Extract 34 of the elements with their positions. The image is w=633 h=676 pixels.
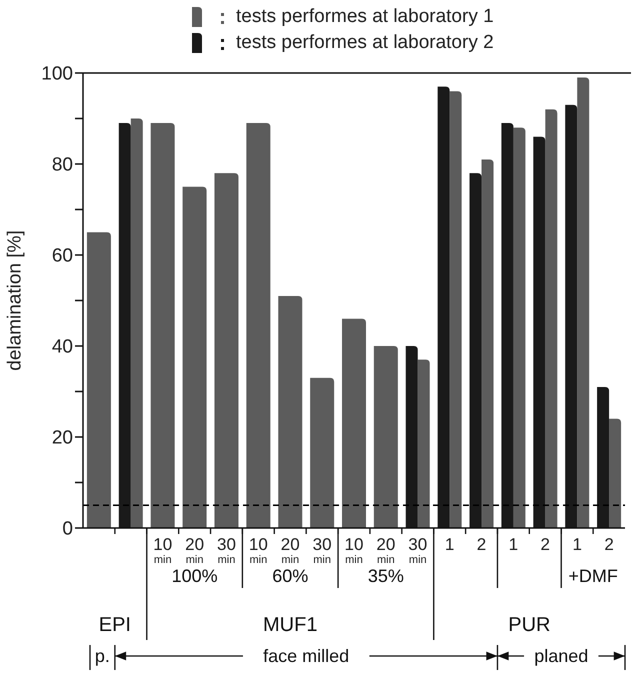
text: face milled [263,646,350,666]
x-tick-label: 30 min [408,535,428,566]
x-tick-label: 1 [572,535,582,554]
x-tick-label: 30 min [217,535,236,566]
text: PUR [508,614,550,636]
y-axis-title: delamination [%] [4,230,26,371]
text: 100% [172,566,218,586]
x-tick-label: 30 min [312,535,332,566]
x-tick-label: 10 min [248,535,268,566]
y-tick-label: 0 [62,518,73,540]
x-tick-label: 20 min [376,535,396,566]
y-tick-label: 60 [52,246,73,267]
text: MUF1 [263,614,318,636]
text: 35% [368,566,404,586]
x-tick-label: 10 min [153,535,172,566]
y-tick-label: 40 [52,336,73,358]
legend-label: tests performes at laboratory 2 [236,32,494,54]
x-tick-label: 20 min [185,535,204,566]
text: +DMF [568,566,618,586]
text: planed [534,646,588,666]
x-tick-label: 2 [604,535,614,554]
y-tick-label: 20 [52,428,73,449]
x-tick-label: 10 min [344,535,364,566]
text: 60% [272,566,308,586]
x-tick-label: 2 [476,535,486,554]
x-tick-label: 1 [444,535,454,554]
text: EPI [98,614,132,636]
x-tick-label: 1 [508,535,518,554]
text: p. [94,646,110,666]
y-tick-label: 80 [52,154,73,176]
y-tick-label: 100 [41,64,73,85]
legend-label: tests performes at laboratory 1 [236,6,494,28]
x-tick-label: 2 [540,535,550,554]
x-tick-label: 20 min [280,535,300,566]
